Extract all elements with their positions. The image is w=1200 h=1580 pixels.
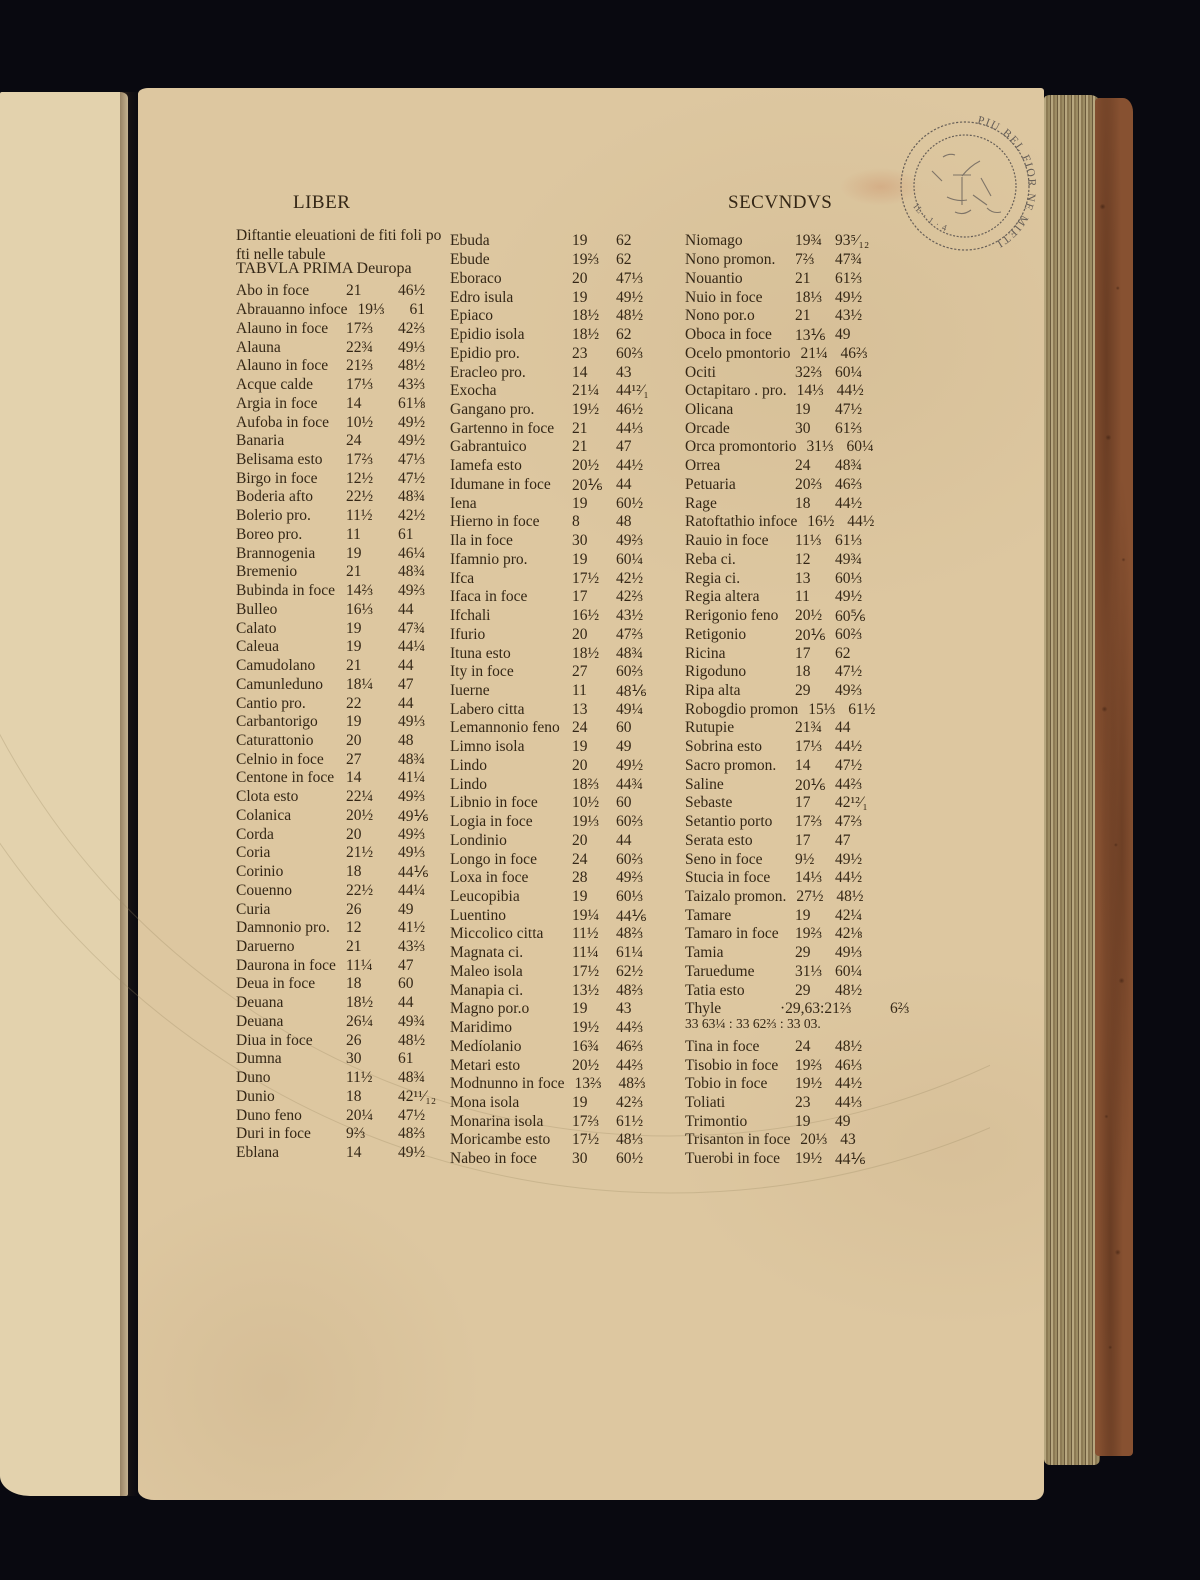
svg-text:PIU BEL FIOR NE MIETI: PIU BEL FIOR NE MIETI (976, 114, 1037, 250)
svg-text:IL · 1 · 4: IL · 1 · 4 (911, 202, 949, 233)
